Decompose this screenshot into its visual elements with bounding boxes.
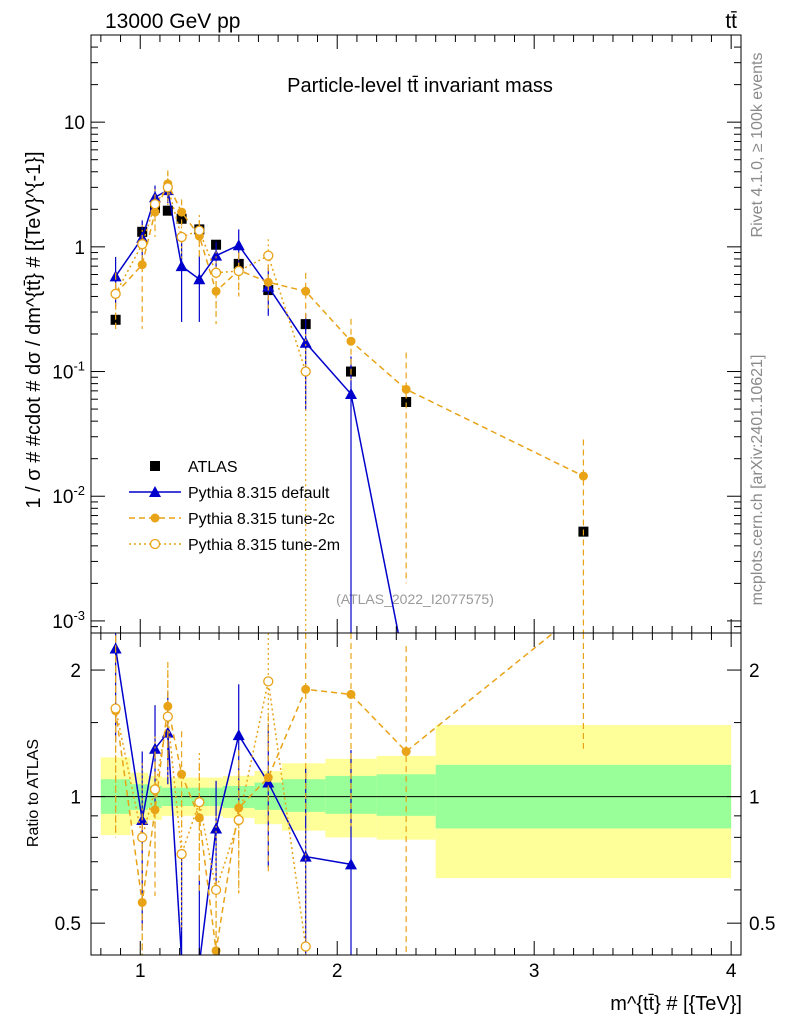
ratio-y-tick-label-right: 0.5 (749, 914, 775, 935)
mc-point (162, 182, 173, 193)
y-tick-label: 10-3 (52, 608, 85, 633)
mc-point (345, 388, 357, 400)
mc-point (110, 288, 121, 299)
main-panel-clip (109, 170, 589, 633)
atlas-point (110, 314, 121, 325)
mc-point (301, 286, 311, 296)
mcplots-label: mcplots.cern.ch [arXiv:2401.10621] (749, 355, 766, 606)
y-tick-label: 1 (74, 238, 85, 259)
legend-marker (149, 486, 161, 497)
ratio-point (301, 684, 311, 694)
ratio-point (401, 747, 411, 757)
ratio-point (162, 711, 173, 722)
energy-label: 13000 GeV pp (105, 10, 240, 33)
legend-marker-atlas (150, 461, 160, 471)
mc-point (300, 366, 311, 377)
x-tick-label: 4 (726, 961, 737, 982)
ratio-point (193, 958, 205, 969)
ratio-point (110, 703, 121, 714)
ratio-point (137, 897, 147, 907)
mc-point (177, 207, 187, 217)
mc-point (401, 384, 411, 394)
ratio-point (263, 773, 273, 783)
ratio-panel-clip (109, 633, 585, 969)
mc-point (137, 239, 148, 250)
ratio-point (210, 822, 223, 834)
mc-point (149, 198, 161, 210)
mc-point (299, 336, 312, 348)
atlas-point (176, 213, 187, 224)
ratio-point (300, 941, 311, 952)
process-label: tt̄ (725, 10, 737, 33)
mc-point (210, 267, 222, 278)
main-y-axis-title: 1 / σ # #cdot # dσ / dm^{tt̄} # [{TeV}^{… (23, 151, 45, 508)
legend-marker (150, 513, 160, 523)
ratio-y-tick-label: 2 (70, 661, 81, 682)
ratio-point (263, 676, 274, 687)
ratio-band-inner (282, 779, 326, 812)
legend-marker (149, 538, 161, 550)
ratio-y-axis-title: Ratio to ATLAS (25, 739, 42, 847)
mc-point (194, 225, 205, 236)
mc-series-line (114, 185, 307, 372)
ratio-point (233, 814, 244, 826)
ratio-y-tick-label: 1 (70, 788, 81, 809)
analysis-label: (ATLAS_2022_I2077575) (336, 591, 494, 607)
legend-label: Pythia 8.315 tune-2m (188, 537, 340, 554)
x-axis-title: m^{tt̄} # [{TeV}] (610, 993, 742, 1015)
mc-point (578, 471, 588, 481)
ratio-point (346, 689, 356, 699)
ratio-point (210, 884, 222, 896)
x-tick-label: 3 (529, 961, 540, 982)
mc-point (211, 286, 221, 296)
mc-point (175, 260, 188, 272)
legend-label: Pythia 8.315 default (188, 485, 330, 502)
ratio-series-line (114, 648, 352, 955)
ratio-panel-marks (109, 633, 585, 969)
ratio-point (262, 776, 275, 788)
mc-point (176, 231, 187, 243)
mc-point (233, 265, 244, 277)
legend-label: Pythia 8.315 tune-2c (188, 511, 335, 528)
ratio-point (232, 729, 245, 741)
atlas-point (401, 396, 412, 407)
ratio-point (150, 805, 160, 815)
main-panel-marks (109, 170, 589, 633)
ratio-y-tick-label-right: 1 (749, 788, 760, 809)
mc-point (150, 207, 160, 217)
ratio-uncertainty-bands (91, 725, 741, 879)
ratio-point (149, 784, 161, 795)
mc-point (137, 260, 147, 270)
x-tick-label: 2 (332, 961, 343, 982)
ratio-point (137, 832, 148, 843)
ratio-point (299, 850, 312, 862)
plot-title: Particle-level tt̄ invariant mass (287, 75, 553, 97)
ratio-point (177, 769, 187, 779)
x-tick-label: 1 (135, 961, 146, 982)
mc-point (346, 336, 356, 346)
ratio-point (345, 858, 357, 870)
axes: 1 2 3 4 10-3 10-2 10-1 1 10 0.5 0.5 1 1 2 2 (52, 34, 775, 982)
ratio-point (211, 946, 221, 955)
legend-label: ATLAS (188, 459, 238, 476)
atlas-point (162, 205, 173, 216)
ratio-point (176, 848, 187, 860)
ratio-series-line (114, 681, 307, 947)
legend: ATLAS Pythia 8.315 default Pythia 8.315 tu… (129, 459, 340, 554)
ratio-point (194, 797, 205, 808)
rivet-label: Rivet 4.1.0, ≥ 100k events (749, 53, 766, 238)
mc-point (193, 273, 206, 285)
mc-point (263, 250, 274, 261)
y-tick-label: 10-2 (52, 483, 85, 508)
ratio-y-tick-label: 0.5 (55, 914, 81, 935)
y-tick-label: 10 (64, 113, 85, 134)
ratio-y-tick-label-right: 2 (749, 661, 760, 682)
y-tick-label: 10-1 (52, 359, 85, 384)
mc-series-line (115, 182, 584, 477)
mc-point (232, 239, 245, 251)
mc-point (263, 277, 273, 287)
mc-point (210, 249, 223, 261)
